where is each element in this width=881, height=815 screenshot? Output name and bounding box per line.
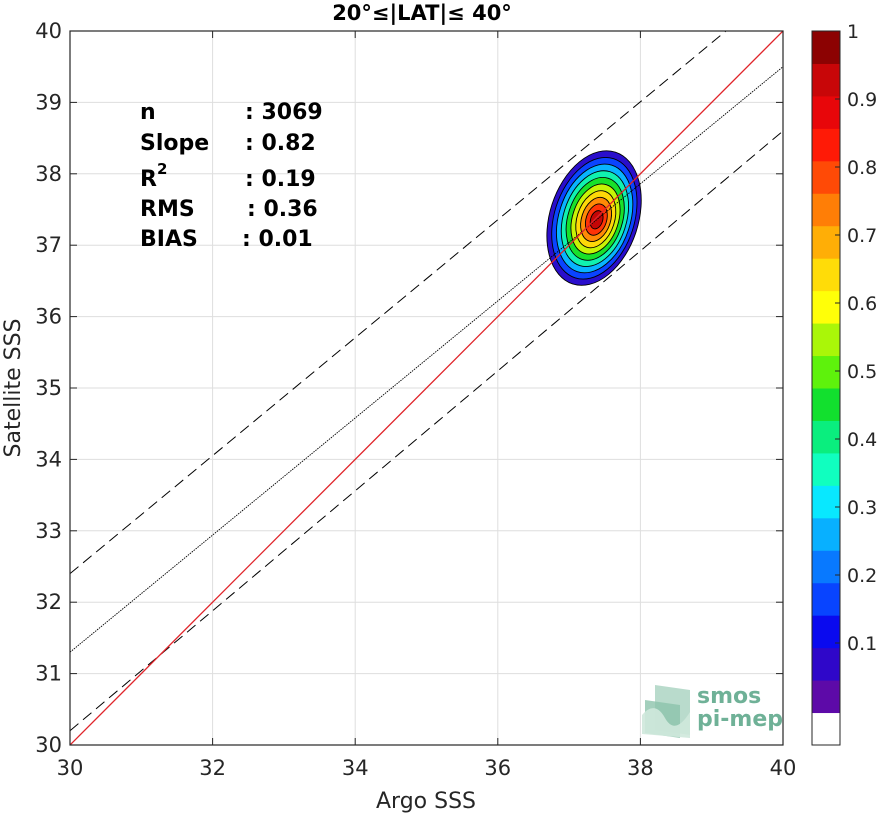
stat-r2-key: R2 [140,160,167,192]
stat-r2-sup: 2 [157,160,167,178]
stat-r2-base: R [140,167,157,192]
colorbar-segment [812,63,840,97]
logo-wave-icon [642,685,690,738]
colorbar-segment [812,225,840,259]
stat-rms-key: RMS [140,197,195,222]
stat-bias-value: : 0.01 [242,227,313,252]
logo-line2: pi-mep [697,707,783,732]
colorbar-segment [812,355,840,389]
colorbar-segment [812,323,840,357]
colorbar-segment [812,160,840,194]
smos-pi-mep-logo: smos pi-mep [642,684,783,738]
stat-slope-key: Slope [140,131,209,156]
stats-box: n : 3069 Slope : 0.82 R2 : 0.19 RMS : 0.… [140,100,323,252]
y-tick-label: 40 [35,19,62,43]
y-tick-label: 32 [35,590,62,614]
colorbar-tick-label: 0.3 [847,497,877,519]
density-contours [546,150,642,286]
colorbar-segment [812,647,840,681]
colorbar-segment [812,290,840,324]
colorbar-tick-label: 0.4 [847,429,877,451]
colorbar-segment [812,712,840,746]
colorbar-segment [812,128,840,162]
x-tick-label: 30 [57,756,84,780]
identity-line [70,31,783,745]
colorbar-segment [812,388,840,421]
colorbar-tick-label: 0.9 [847,89,877,111]
colorbar-segment [812,31,840,64]
x-tick-label: 32 [199,756,226,780]
regression-line [70,66,783,653]
colorbar-tick-label: 0.7 [847,225,877,247]
colorbar-segment [812,680,840,714]
colorbar-segment [812,452,840,486]
colorbar-segment [812,550,840,584]
y-tick-label: 33 [35,519,62,543]
lower-bound-line [70,130,783,732]
x-tick-label: 38 [627,756,654,780]
upper-bound-line [70,31,727,575]
axis-ticks: 30 32 34 36 38 40 30 31 32 33 34 35 36 37 38 39 40 [35,19,796,780]
grid [70,31,783,745]
x-tick-label: 36 [484,756,511,780]
y-tick-label: 35 [35,376,62,400]
stat-rms-value: : 0.36 [247,197,318,222]
stat-n-key: n [140,100,156,125]
chart-title: 20°≤|LAT|≤ 40° [332,1,512,26]
colorbar [811,30,841,746]
colorbar-segment [812,485,840,519]
colorbar-segment [812,95,840,129]
x-axis-label: Argo SSS [376,789,476,814]
colorbar-tick-label: 0.5 [847,361,877,383]
stat-bias-key: BIAS [140,227,198,252]
stat-n-value: : 3069 [245,100,323,125]
x-tick-label: 40 [770,756,797,780]
colorbar-tick-label: 0.6 [847,293,877,315]
stat-slope-value: : 0.82 [245,131,316,156]
colorbar-segment [812,420,840,454]
colorbar-tick-label: 0.2 [847,565,877,587]
y-axis-label: Satellite SSS [1,319,26,458]
colorbar-segment [812,582,840,616]
colorbar-tick-label: 1 [847,21,859,43]
colorbar-ticks: 0.1 0.2 0.3 0.4 0.5 0.6 0.7 0.8 0.9 1 [835,21,877,655]
y-tick-label: 31 [35,662,62,686]
y-tick-label: 38 [35,162,62,186]
fit-lines [70,31,783,745]
x-tick-label: 34 [342,756,369,780]
logo-line1: smos [697,684,761,709]
y-tick-label: 37 [35,233,62,257]
y-tick-label: 34 [35,447,62,471]
y-tick-label: 39 [35,90,62,114]
y-tick-label: 30 [35,733,62,757]
colorbar-frame [811,30,841,746]
colorbar-segment [812,517,840,551]
colorbar-segment [812,193,840,227]
colorbar-segment [812,258,840,292]
stat-r2-value: : 0.19 [245,167,316,192]
y-tick-label: 36 [35,305,62,329]
colorbar-tick-label: 0.1 [847,633,877,655]
colorbar-tick-label: 0.8 [847,157,877,179]
